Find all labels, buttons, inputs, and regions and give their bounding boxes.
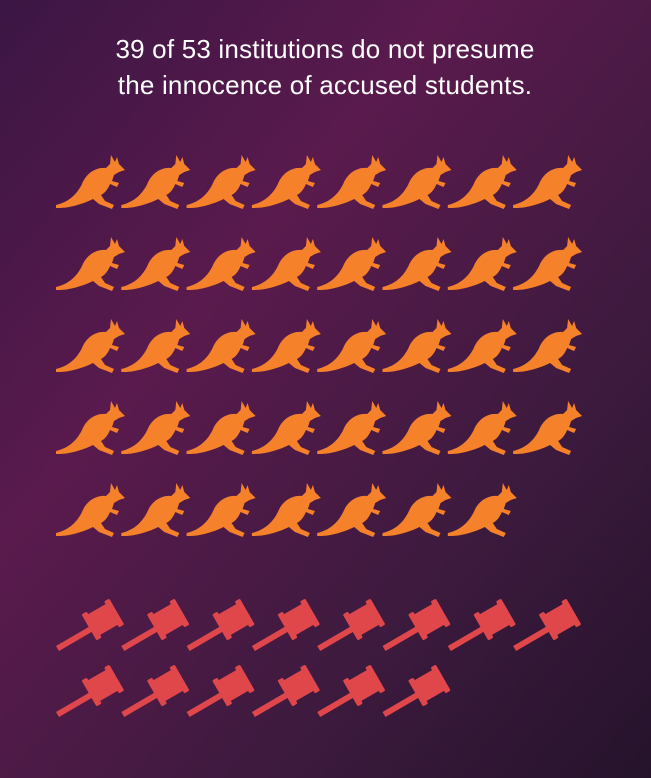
title-line: the innocence of accused students. [118,70,532,100]
title-line: 39 of 53 institutions do not presume [115,34,534,64]
